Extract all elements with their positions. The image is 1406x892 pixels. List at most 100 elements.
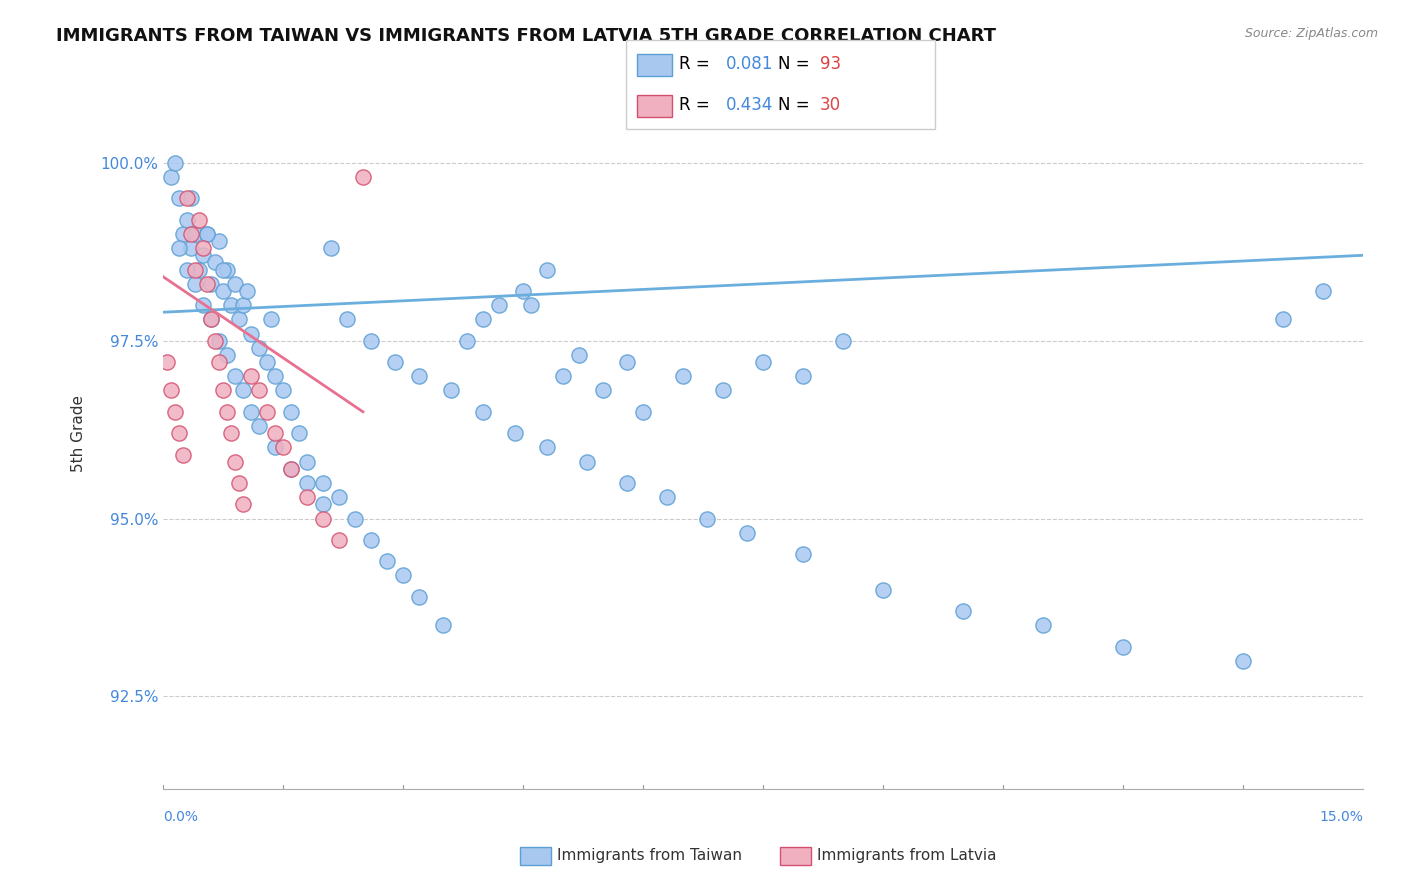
Point bbox=[271, 384, 294, 398]
Text: 93: 93 bbox=[820, 55, 841, 73]
Point bbox=[224, 369, 246, 384]
Point bbox=[488, 298, 510, 312]
Text: 30: 30 bbox=[820, 96, 841, 114]
Point bbox=[319, 241, 342, 255]
Point bbox=[215, 262, 238, 277]
Point bbox=[264, 441, 287, 455]
Point bbox=[616, 475, 638, 490]
Point bbox=[167, 191, 190, 205]
Point bbox=[191, 298, 214, 312]
Point bbox=[471, 312, 494, 326]
Point bbox=[172, 448, 194, 462]
Point bbox=[180, 191, 202, 205]
Point bbox=[163, 405, 186, 419]
Point bbox=[280, 461, 302, 475]
Point bbox=[160, 384, 183, 398]
Point bbox=[195, 277, 218, 291]
Point bbox=[631, 405, 654, 419]
Point bbox=[952, 604, 974, 618]
Point bbox=[167, 241, 190, 255]
Point bbox=[212, 262, 235, 277]
Point bbox=[280, 405, 302, 419]
Point bbox=[200, 312, 222, 326]
Point bbox=[832, 334, 855, 348]
Point bbox=[312, 511, 335, 525]
Point bbox=[215, 405, 238, 419]
Point bbox=[188, 212, 211, 227]
Point bbox=[392, 568, 415, 582]
Point bbox=[219, 298, 242, 312]
Point bbox=[360, 334, 382, 348]
Point bbox=[215, 348, 238, 362]
Point bbox=[1032, 618, 1054, 632]
Point bbox=[352, 169, 374, 184]
Point bbox=[1312, 284, 1334, 298]
Point bbox=[872, 582, 894, 597]
Point bbox=[240, 405, 263, 419]
Point bbox=[375, 554, 398, 568]
Text: 0.0%: 0.0% bbox=[163, 810, 198, 824]
Point bbox=[711, 384, 734, 398]
Point bbox=[160, 169, 183, 184]
Point bbox=[408, 590, 430, 604]
Point bbox=[328, 490, 350, 504]
Point bbox=[264, 426, 287, 441]
Point bbox=[236, 284, 259, 298]
Text: Source: ZipAtlas.com: Source: ZipAtlas.com bbox=[1244, 27, 1378, 40]
Point bbox=[328, 533, 350, 547]
Point bbox=[295, 475, 318, 490]
Point bbox=[172, 227, 194, 241]
Point bbox=[520, 298, 543, 312]
Point bbox=[384, 355, 406, 369]
Point bbox=[696, 511, 718, 525]
Point bbox=[280, 461, 302, 475]
Point bbox=[180, 241, 202, 255]
Point bbox=[655, 490, 678, 504]
Text: N =: N = bbox=[778, 55, 814, 73]
Point bbox=[156, 355, 179, 369]
Point bbox=[180, 227, 202, 241]
Point bbox=[456, 334, 478, 348]
Point bbox=[752, 355, 775, 369]
Point bbox=[271, 441, 294, 455]
Point bbox=[195, 227, 218, 241]
Point bbox=[204, 255, 226, 269]
Point bbox=[512, 284, 534, 298]
Point bbox=[224, 455, 246, 469]
Point bbox=[295, 490, 318, 504]
Point bbox=[191, 248, 214, 262]
Point bbox=[176, 191, 198, 205]
Point bbox=[232, 298, 254, 312]
Point bbox=[240, 326, 263, 341]
Text: N =: N = bbox=[778, 96, 814, 114]
Point bbox=[288, 426, 311, 441]
Point bbox=[200, 277, 222, 291]
Y-axis label: 5th Grade: 5th Grade bbox=[72, 394, 86, 472]
Point bbox=[212, 284, 235, 298]
Point bbox=[228, 475, 250, 490]
Point bbox=[295, 455, 318, 469]
Point bbox=[592, 384, 614, 398]
Point bbox=[200, 312, 222, 326]
Point bbox=[184, 262, 207, 277]
Text: 0.434: 0.434 bbox=[725, 96, 773, 114]
Point bbox=[312, 475, 335, 490]
Point bbox=[204, 334, 226, 348]
Point bbox=[247, 384, 270, 398]
Point bbox=[568, 348, 591, 362]
Point bbox=[536, 262, 558, 277]
Point bbox=[208, 234, 231, 248]
Point bbox=[1232, 654, 1254, 668]
Text: Immigrants from Taiwan: Immigrants from Taiwan bbox=[557, 848, 742, 863]
Point bbox=[408, 369, 430, 384]
Point bbox=[503, 426, 526, 441]
Point bbox=[176, 212, 198, 227]
Point bbox=[616, 355, 638, 369]
Point bbox=[247, 341, 270, 355]
Point bbox=[184, 227, 207, 241]
Point bbox=[232, 384, 254, 398]
Point bbox=[208, 355, 231, 369]
Point bbox=[212, 384, 235, 398]
Text: IMMIGRANTS FROM TAIWAN VS IMMIGRANTS FROM LATVIA 5TH GRADE CORRELATION CHART: IMMIGRANTS FROM TAIWAN VS IMMIGRANTS FRO… bbox=[56, 27, 997, 45]
Point bbox=[163, 156, 186, 170]
